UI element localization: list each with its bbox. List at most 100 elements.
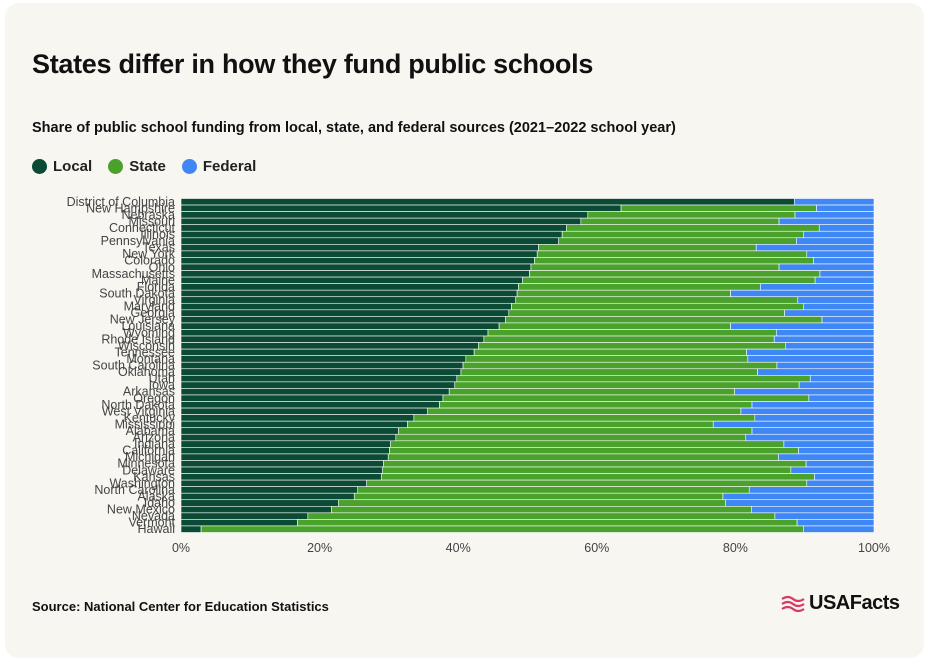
bar-federal-washington — [806, 479, 875, 487]
bar-state-tennessee — [473, 348, 747, 356]
bar-state-hawaii — [200, 525, 804, 533]
category-label-new-hampshire: New Hampshire — [86, 201, 175, 215]
bar-federal-louisiana — [730, 322, 875, 330]
bar-federal-missouri — [778, 217, 875, 225]
category-label-south-dakota: South Dakota — [99, 286, 175, 300]
bar-local-ohio — [180, 263, 532, 271]
category-label-oregon: Oregon — [133, 391, 175, 405]
bar-federal-alabama — [751, 427, 875, 435]
bar-state-massachusetts — [529, 270, 821, 278]
bar-federal-delaware — [790, 466, 875, 474]
bar-federal-massachusetts — [819, 270, 875, 278]
bar-state-alabama — [398, 427, 753, 435]
bar-local-colorado — [180, 257, 535, 265]
bar-state-maryland — [511, 302, 804, 311]
bar-local-oregon — [180, 394, 444, 402]
category-label-north-carolina: North Carolina — [94, 483, 175, 497]
usafacts-logo: USAFacts — [781, 592, 900, 615]
bar-federal-minnesota — [805, 460, 875, 468]
bar-federal-new-mexico — [751, 505, 875, 514]
legend-label-federal: Federal — [202, 158, 257, 175]
bar-federal-texas — [755, 244, 875, 252]
bar-federal-oregon — [808, 394, 875, 402]
category-label-maryland: Maryland — [124, 300, 175, 314]
bar-state-florida — [518, 283, 761, 291]
bar-federal-oklahoma — [757, 368, 875, 376]
bar-local-missouri — [180, 217, 582, 225]
bar-federal-utah — [809, 375, 875, 383]
bar-federal-kentucky — [754, 414, 875, 422]
bar-local-montana — [180, 355, 467, 363]
legend-swatch-local — [32, 159, 47, 174]
chart-card: States differ in how they fund public sc… — [5, 3, 924, 658]
bar-local-south-dakota — [180, 289, 518, 298]
category-label-wyoming: Wyoming — [123, 326, 175, 340]
bar-federal-north-dakota — [751, 401, 875, 409]
category-label-pennsylvania: Pennsylvania — [101, 234, 175, 248]
bar-federal-iowa — [798, 381, 875, 389]
category-label-michigan: Michigan — [125, 450, 175, 464]
category-label-north-dakota: North Dakota — [101, 398, 175, 412]
bar-state-south-dakota — [516, 289, 731, 298]
category-label-texas: Texas — [142, 241, 175, 255]
bar-state-utah — [456, 375, 811, 383]
category-label-wisconsin: Wisconsin — [118, 339, 175, 353]
legend-label-state: State — [129, 158, 166, 175]
category-label-california: California — [122, 444, 175, 458]
bar-local-new-hampshire — [180, 204, 622, 212]
bar-local-delaware — [180, 466, 383, 474]
bar-local-district-of-columbia — [180, 198, 795, 206]
bar-federal-colorado — [813, 257, 875, 265]
bar-state-delaware — [382, 466, 792, 474]
bar-local-washington — [180, 479, 368, 487]
category-label-nebraska: Nebraska — [122, 208, 176, 222]
bar-local-alaska — [180, 492, 355, 501]
us-flag-stripes-icon — [781, 595, 805, 612]
category-label-massachusetts: Massachusetts — [92, 267, 175, 281]
bar-federal-district-of-columbia — [793, 198, 875, 206]
bar-federal-new-jersey — [821, 316, 875, 324]
chart-subtitle: Share of public school funding from loca… — [32, 120, 676, 136]
category-label-arkansas: Arkansas — [123, 385, 175, 399]
bar-local-indiana — [180, 440, 391, 448]
category-label-ohio: Ohio — [149, 260, 175, 274]
bar-federal-west-virginia — [740, 407, 875, 415]
x-tick-label: 80% — [723, 541, 748, 555]
bar-local-north-dakota — [180, 401, 440, 409]
category-label-colorado: Colorado — [124, 254, 175, 268]
bar-federal-arkansas — [734, 388, 875, 396]
legend-swatch-state — [108, 159, 124, 174]
bar-local-new-mexico — [180, 505, 332, 514]
bar-state-north-carolina — [357, 486, 750, 494]
bar-federal-nebraska — [794, 211, 875, 219]
category-label-tennessee: Tennessee — [115, 345, 176, 359]
bar-federal-alaska — [722, 492, 875, 501]
bar-state-michigan — [387, 453, 779, 461]
category-label-vermont: Vermont — [128, 516, 175, 530]
chart-title: States differ in how they fund public sc… — [32, 49, 594, 79]
category-label-district-of-columbia: District of Columbia — [67, 195, 175, 209]
bar-federal-south-carolina — [776, 361, 875, 370]
category-label-iowa: Iowa — [149, 378, 175, 392]
bar-local-utah — [180, 375, 458, 383]
bar-local-pennsylvania — [180, 237, 559, 245]
bar-state-oklahoma — [460, 368, 758, 376]
bar-federal-maryland — [803, 302, 875, 311]
bar-federal-michigan — [778, 453, 875, 461]
bar-local-tennessee — [180, 348, 475, 356]
bar-state-mississippi — [407, 420, 714, 429]
x-tick-label: 100% — [858, 541, 890, 555]
bar-federal-connecticut — [818, 224, 875, 232]
bar-local-maine — [180, 276, 523, 284]
bar-local-minnesota — [180, 460, 384, 468]
bar-local-idaho — [180, 499, 339, 507]
legend-item-local: Local — [32, 158, 92, 175]
bar-state-north-dakota — [439, 401, 753, 409]
bar-state-ohio — [530, 263, 780, 271]
x-tick-label: 0% — [172, 541, 190, 555]
category-label-utah: Utah — [149, 372, 175, 386]
bar-state-alaska — [353, 492, 724, 501]
bar-federal-tennessee — [746, 348, 875, 356]
category-label-missouri: Missouri — [128, 214, 175, 228]
bar-state-washington — [366, 479, 808, 487]
